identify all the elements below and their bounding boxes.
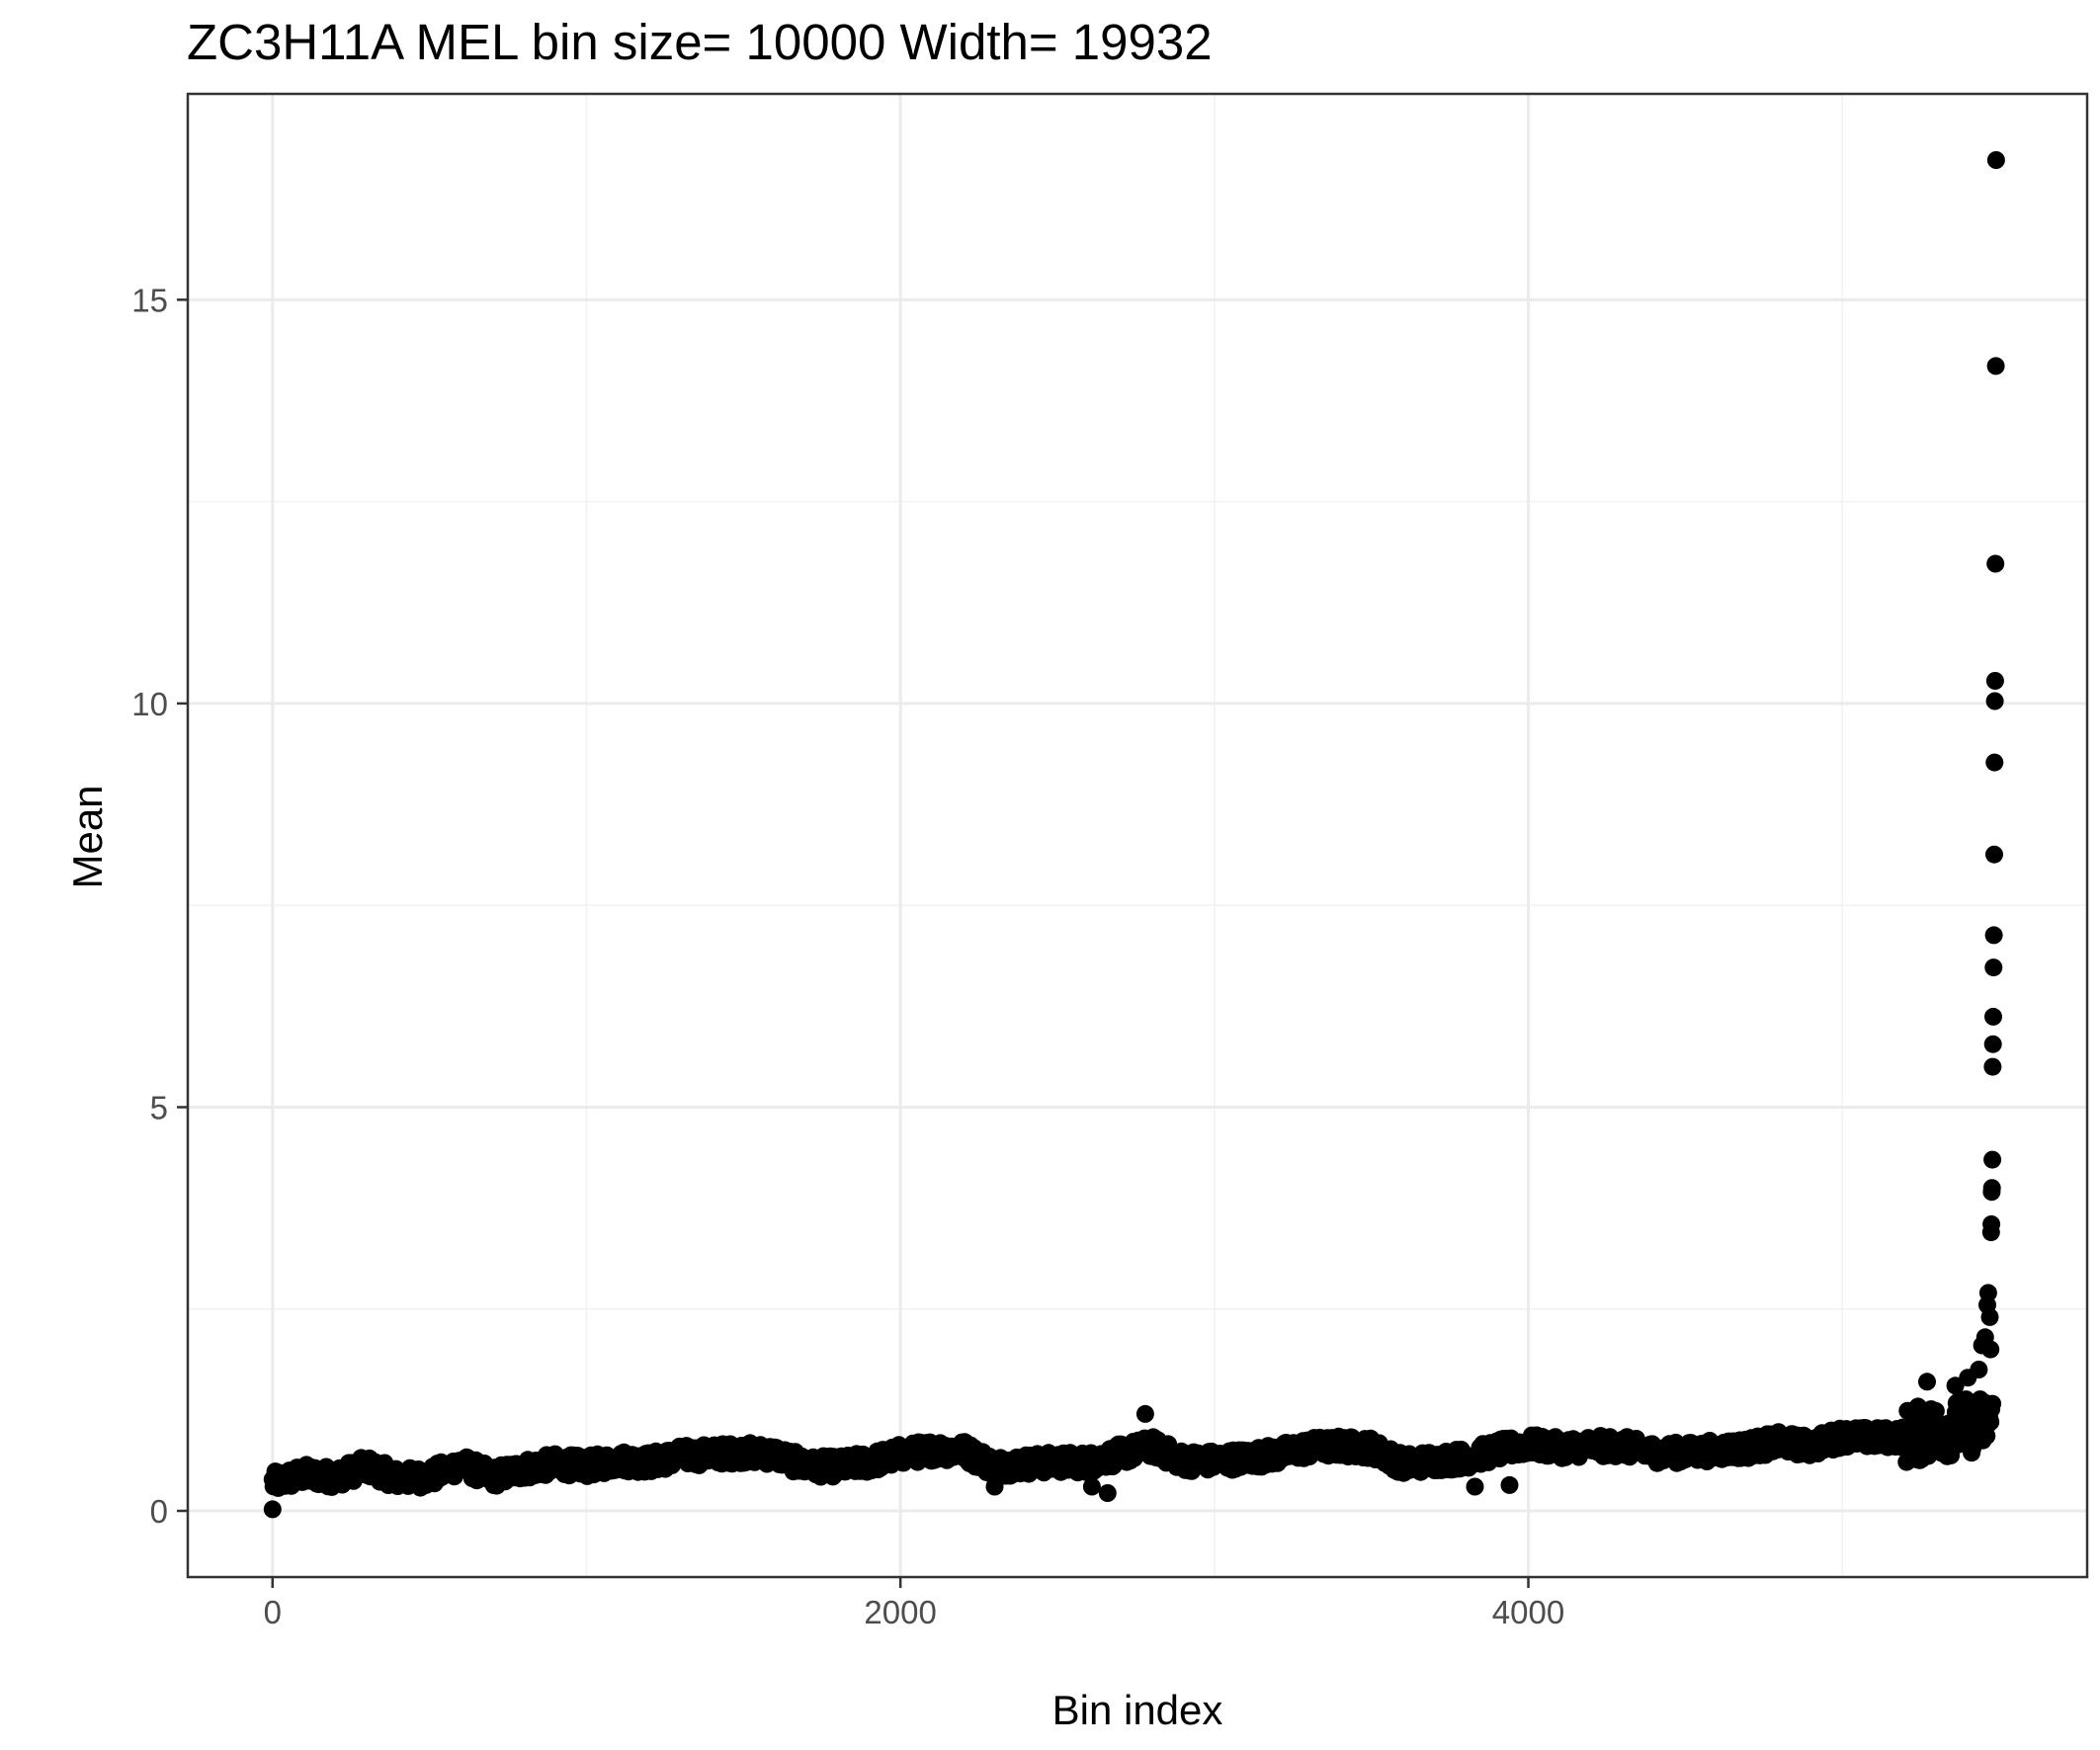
data-point bbox=[1984, 1007, 2002, 1026]
data-point bbox=[1984, 958, 2003, 977]
data-point bbox=[1986, 554, 2005, 573]
data-point bbox=[1983, 1057, 2002, 1076]
x-tick-labels: 0 2000 4000 bbox=[264, 1594, 1565, 1630]
data-point bbox=[1135, 1404, 1154, 1423]
axis-ticks bbox=[177, 298, 1530, 1588]
y-tick-label: 10 bbox=[131, 686, 168, 722]
data-point bbox=[1985, 845, 2003, 864]
data-point bbox=[1986, 357, 2005, 375]
data-points bbox=[263, 151, 2005, 1519]
data-point bbox=[1983, 1150, 2002, 1169]
plot-panel-border bbox=[186, 92, 2089, 1579]
data-point bbox=[1985, 692, 2004, 710]
grid-lines bbox=[188, 94, 2087, 1577]
data-point bbox=[1978, 1284, 1997, 1302]
data-point bbox=[1983, 1394, 2002, 1413]
x-tick-label: 0 bbox=[264, 1594, 282, 1630]
data-point bbox=[263, 1500, 282, 1519]
data-point bbox=[1500, 1475, 1519, 1494]
data-point bbox=[1098, 1484, 1117, 1502]
data-point bbox=[1985, 672, 2004, 690]
data-point bbox=[1985, 753, 2004, 772]
x-tick-label: 4000 bbox=[1492, 1594, 1564, 1630]
y-tick-label: 0 bbox=[150, 1493, 168, 1530]
data-point bbox=[1984, 926, 2003, 945]
data-point bbox=[1466, 1477, 1484, 1496]
y-axis-title: Mean bbox=[64, 785, 111, 888]
data-point bbox=[1970, 1361, 1988, 1378]
x-tick-label: 2000 bbox=[864, 1594, 936, 1630]
data-point bbox=[985, 1477, 1004, 1496]
data-point bbox=[1980, 1307, 1999, 1326]
y-tick-label: 5 bbox=[150, 1089, 168, 1125]
chart-title: ZC3H11A MEL bin size= 10000 Width= 19932 bbox=[187, 14, 1213, 70]
data-point bbox=[1982, 1214, 2001, 1233]
data-point bbox=[1982, 1179, 2001, 1198]
x-axis-title: Bin index bbox=[1052, 1687, 1223, 1733]
y-tick-labels: 0 5 10 15 bbox=[131, 282, 168, 1530]
data-point bbox=[1918, 1373, 1936, 1391]
data-point bbox=[1926, 1401, 1945, 1420]
y-tick-label: 15 bbox=[131, 282, 168, 318]
data-point bbox=[1082, 1477, 1101, 1496]
data-point bbox=[1983, 1035, 2002, 1053]
data-point bbox=[1986, 151, 2005, 169]
data-point bbox=[1981, 1340, 2000, 1359]
data-point bbox=[1981, 1413, 2000, 1431]
